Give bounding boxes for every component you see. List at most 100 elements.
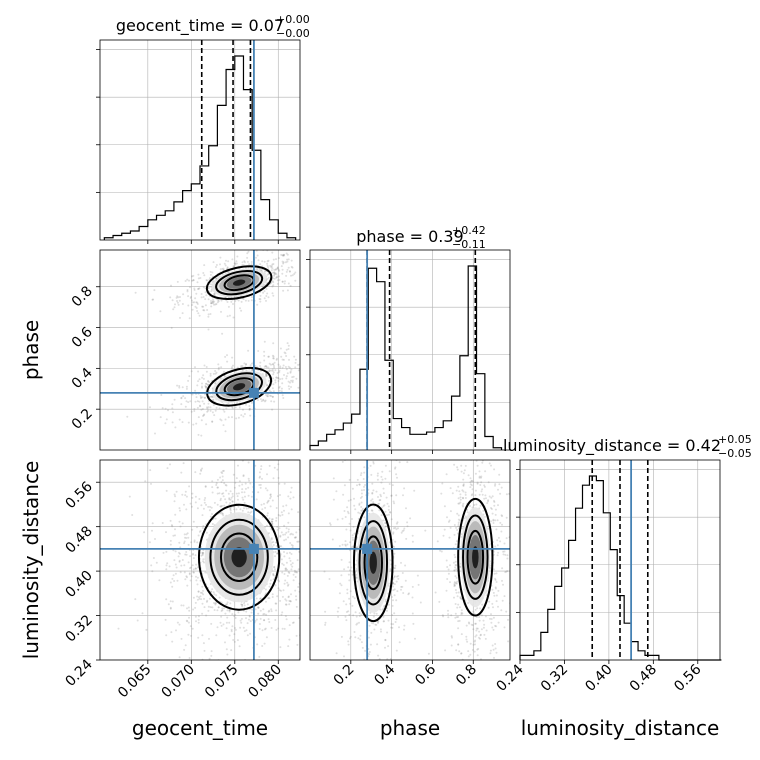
scatter-point <box>463 469 466 472</box>
scatter-point <box>259 597 262 600</box>
scatter-point <box>287 266 290 269</box>
scatter-point <box>446 516 448 519</box>
scatter-point <box>473 612 476 615</box>
scatter-point <box>212 591 215 594</box>
scatter-point <box>207 380 210 383</box>
scatter-point <box>272 573 275 576</box>
scatter-point <box>271 368 274 371</box>
scatter-point <box>192 571 195 574</box>
scatter-point <box>261 700 263 702</box>
scatter-point <box>484 637 487 640</box>
scatter-point <box>455 540 458 543</box>
scatter-point <box>222 492 225 495</box>
tick-label-y-phase: 0.6 <box>69 324 96 351</box>
scatter-point <box>458 490 461 493</box>
scatter-point <box>395 522 398 525</box>
scatter-point <box>338 592 341 595</box>
scatter-point <box>200 598 203 601</box>
scatter-point <box>490 508 493 510</box>
scatter-point <box>278 589 281 592</box>
scatter-point <box>496 554 499 557</box>
scatter-point <box>271 354 274 357</box>
scatter-point <box>196 303 199 305</box>
scatter-point <box>483 497 486 500</box>
scatter-point <box>395 649 398 652</box>
scatter-point <box>205 503 207 506</box>
tick-label-geocent-time: 0.075 <box>202 662 242 702</box>
scatter-point <box>490 507 492 509</box>
scatter-point <box>178 623 181 626</box>
scatter-point <box>202 552 205 554</box>
scatter-point <box>467 650 470 653</box>
scatter-point <box>265 592 267 595</box>
scatter-point <box>188 485 191 488</box>
scatter-point <box>276 267 279 270</box>
scatter-point <box>288 572 291 574</box>
scatter-point <box>454 564 457 566</box>
scatter-point <box>222 439 224 441</box>
scatter-point <box>384 646 386 649</box>
scatter-point <box>209 515 212 518</box>
scatter-point <box>194 471 197 474</box>
scatter-point <box>371 482 374 485</box>
scatter-point <box>178 656 181 659</box>
scatter-point <box>347 640 350 643</box>
scatter-point <box>228 296 231 299</box>
scatter-point <box>188 573 191 576</box>
scatter-point <box>200 397 202 400</box>
scatter-point <box>346 686 348 688</box>
scatter-point <box>502 583 504 586</box>
scatter-point <box>286 581 289 584</box>
scatter-point <box>457 523 460 526</box>
scatter-point <box>457 643 460 646</box>
scatter-point <box>296 427 298 429</box>
scatter-point <box>241 491 243 494</box>
scatter-point <box>205 386 208 389</box>
scatter-point <box>457 514 460 517</box>
scatter-point <box>255 618 258 621</box>
scatter-point <box>282 564 285 566</box>
scatter-point <box>272 357 275 360</box>
scatter-point <box>380 630 382 633</box>
scatter-point <box>241 264 244 266</box>
scatter-point <box>175 490 178 493</box>
scatter-point <box>472 480 474 483</box>
scatter-point <box>472 628 475 631</box>
scatter-point <box>149 406 151 409</box>
scatter-point <box>264 627 267 630</box>
scatter-point <box>347 566 350 569</box>
scatter-point <box>497 504 499 507</box>
scatter-point <box>290 486 293 489</box>
scatter-point <box>274 541 277 544</box>
scatter-point <box>316 377 318 379</box>
scatter-point <box>258 476 261 479</box>
scatter-point <box>298 550 300 553</box>
scatter-point <box>189 502 192 505</box>
scatter-point <box>282 289 285 292</box>
scatter-point <box>338 595 340 597</box>
scatter-point <box>210 590 213 593</box>
scatter-point <box>270 495 272 498</box>
scatter-point <box>395 580 398 583</box>
scatter-point <box>289 600 292 603</box>
scatter-point <box>265 394 268 396</box>
scatter-point <box>453 553 456 556</box>
scatter-point <box>240 603 243 606</box>
scatter-point <box>205 366 208 368</box>
scatter-point <box>180 396 183 399</box>
scatter-point <box>199 591 202 594</box>
ylabel-phase: phase <box>19 320 43 380</box>
scatter-point <box>256 643 259 646</box>
scatter-point <box>400 588 402 591</box>
scatter-point <box>293 273 296 275</box>
scatter-point <box>192 423 195 426</box>
tick-label-geocent-time: 0.065 <box>115 662 155 702</box>
scatter-point <box>487 680 489 682</box>
scatter-point <box>504 571 507 574</box>
scatter-point <box>175 629 177 632</box>
scatter-point <box>360 506 363 508</box>
scatter-point <box>289 491 292 494</box>
scatter-point <box>228 498 231 501</box>
scatter-point <box>335 652 338 655</box>
scatter-point <box>161 407 164 410</box>
